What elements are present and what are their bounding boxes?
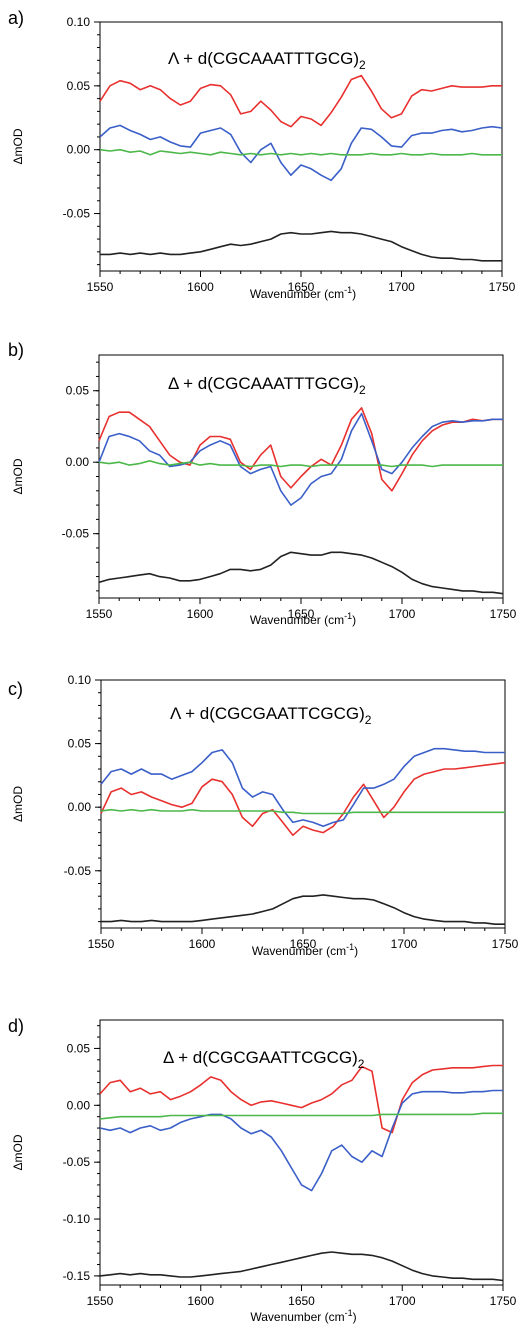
panel-title-main: Δ + d(CGCAAATTTGCG)	[168, 374, 359, 393]
x-axis-label-close: )	[353, 1310, 357, 1324]
series-line-1	[99, 1064, 503, 1134]
series-line-2	[99, 1089, 503, 1192]
y-tick-label: -0.05	[64, 864, 92, 878]
x-tick-label: 1550	[88, 937, 115, 951]
x-tick-label: 1650	[288, 1294, 315, 1308]
x-axis-label: Wavenumber (cm-1)	[250, 285, 356, 301]
series-line-4	[99, 1251, 504, 1282]
x-tick-label: 1550	[86, 607, 113, 621]
chart-panel-3: c) 1550 1600 1650 1700 1750 0.10 0.05 0.00 -0.05 Λ…	[8, 673, 519, 958]
y-tick-label: 0.00	[67, 1098, 91, 1112]
panel-title-subscript: 2	[359, 58, 366, 72]
x-axis-label: Wavenumber (cm-1)	[250, 611, 356, 627]
panel-label: a)	[8, 8, 24, 28]
y-axis-label: ΔmOD	[11, 1134, 25, 1170]
y-tick-label: 0.00	[68, 800, 92, 814]
series-line-4	[101, 894, 505, 925]
x-axis-label-text: Wavenumber (cm	[250, 1310, 344, 1324]
x-axis-label-superscript: -1	[344, 611, 352, 621]
y-axis-label: ΔmOD	[11, 786, 25, 822]
x-tick-label: 1600	[187, 1294, 214, 1308]
x-tick-label: 1600	[189, 937, 216, 951]
x-axis-label-close: )	[352, 287, 356, 301]
x-tick-label: 1750	[492, 937, 519, 951]
x-tick-label: 1550	[87, 1294, 114, 1308]
panel-title-subscript: 2	[359, 383, 366, 397]
series-line-4	[100, 230, 502, 262]
series-line-2	[99, 124, 503, 182]
y-tick-label: 0.05	[68, 737, 92, 751]
y-tick-label: 0.10	[67, 15, 91, 29]
y-tick-label: -0.05	[63, 207, 91, 221]
x-tick-label: 1700	[389, 607, 416, 621]
panel-label: c)	[8, 679, 23, 699]
series-line-1	[99, 74, 502, 128]
x-tick-label: 1650	[288, 607, 315, 621]
series-line-2	[98, 412, 503, 506]
x-tick-label: 1750	[489, 280, 516, 294]
series-line-3	[99, 1112, 503, 1120]
series-line-3	[98, 460, 503, 468]
y-tick-label: -0.10	[63, 1212, 91, 1226]
series-line-3	[100, 808, 505, 815]
x-tick-label: 1750	[490, 1294, 517, 1308]
x-tick-label: 1700	[391, 937, 418, 951]
y-tick-label: 0.10	[68, 673, 92, 687]
panel-label: b)	[8, 340, 24, 360]
panel-title-subscript: 2	[358, 1057, 365, 1071]
series-line-1	[98, 407, 503, 492]
panel-title: Δ + d(CGCGAATTCGCG)2	[163, 1048, 365, 1071]
x-tick-label: 1600	[187, 607, 214, 621]
x-axis-label-text: Wavenumber (cm	[250, 287, 344, 301]
panel-label: d)	[8, 1016, 24, 1036]
series-line-3	[99, 148, 502, 156]
y-axis-label: ΔmOD	[11, 128, 25, 164]
x-tick-label: 1750	[490, 607, 517, 621]
panel-title: Δ + d(CGCAAATTTGCG)2	[168, 374, 366, 397]
y-tick-label: -0.05	[63, 1155, 91, 1169]
x-tick-label: 1650	[290, 937, 317, 951]
y-axis-label: ΔmOD	[11, 458, 25, 494]
x-axis-label-text: Wavenumber (cm	[252, 944, 346, 958]
chart-panel-4: d) 1550 1600 1650 1700 1750 0.05 0.00 -0.05 -0.10…	[8, 1016, 517, 1324]
x-axis-label-superscript: -1	[344, 285, 352, 295]
y-tick-label: 0.05	[67, 1041, 91, 1055]
panel-title-main: Δ + d(CGCGAATTCGCG)	[163, 1048, 358, 1067]
x-tick-label: 1600	[187, 280, 214, 294]
y-tick-label: 0.00	[67, 143, 91, 157]
x-axis-label-text: Wavenumber (cm	[250, 613, 344, 627]
series-line-2	[100, 747, 505, 828]
series-line-4	[98, 551, 504, 595]
panel-title-main: Λ + d(CGCGAATTCGCG)	[170, 704, 365, 723]
x-tick-label: 1550	[87, 280, 114, 294]
x-axis-label-close: )	[352, 613, 356, 627]
x-tick-label: 1650	[288, 280, 315, 294]
y-tick-label: 0.00	[66, 455, 90, 469]
x-tick-label: 1700	[388, 280, 415, 294]
series-line-1	[100, 761, 506, 836]
x-axis-label-superscript: -1	[345, 1308, 353, 1318]
x-axis-label-superscript: -1	[346, 942, 354, 952]
chart-panel-2: b) 1550 1600 1650 1700 1750 0.05 0.00 -0.05 Δ + d…	[8, 340, 517, 627]
panel-title: Λ + d(CGCGAATTCGCG)2	[170, 704, 372, 727]
x-axis-label: Wavenumber (cm-1)	[250, 1308, 356, 1324]
panel-title-main: Λ + d(CGCAAATTTGCG)	[168, 49, 359, 68]
y-tick-label: 0.05	[66, 384, 90, 398]
y-tick-label: -0.15	[63, 1269, 91, 1283]
x-axis-label-close: )	[354, 944, 358, 958]
panel-title: Λ + d(CGCAAATTTGCG)2	[168, 49, 366, 72]
x-axis-label: Wavenumber (cm-1)	[252, 942, 358, 958]
x-tick-label: 1700	[389, 1294, 416, 1308]
y-tick-label: -0.05	[62, 527, 90, 541]
chart-panel-1: a) 1550 1600 1650 1700 1750 0.10 0.05 0.00 -0.05 Λ…	[8, 8, 516, 301]
y-tick-label: 0.05	[67, 79, 91, 93]
panel-title-subscript: 2	[365, 713, 372, 727]
